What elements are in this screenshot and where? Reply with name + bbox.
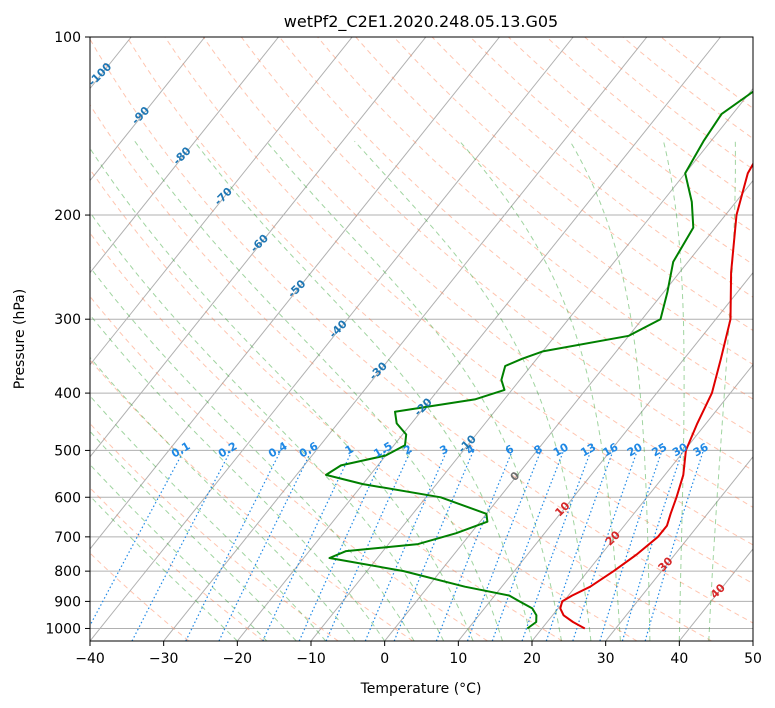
dry-adiabat-line (164, 37, 753, 546)
isotherm-line (90, 37, 206, 182)
mixing-ratio-line (90, 450, 185, 627)
isotherm-line (90, 37, 427, 458)
y-tick-label: 100 (54, 30, 81, 46)
x-tick-label: 50 (744, 651, 762, 667)
isotherm-line (310, 87, 753, 641)
moist-adiabat-line (90, 495, 238, 641)
y-tick-label: 700 (54, 530, 81, 546)
dry-adiabat-line (90, 232, 563, 641)
mixing-ratio-line (325, 450, 412, 641)
isotherm-line (457, 271, 753, 641)
tick-layer: −40 −30 −20 −10 0 10 20 30 40 50 100 200 300 400 500 60… (45, 30, 762, 667)
y-tick-label: 1000 (45, 621, 81, 637)
moist-adiabat-line (90, 430, 297, 641)
moist-adiabat-line (90, 266, 415, 641)
y-tick-label: 800 (54, 564, 81, 580)
y-axis-title: Pressure (hPa) (12, 289, 28, 389)
mixing-ratio-line (364, 450, 448, 641)
dry-adiabat-line (90, 38, 753, 624)
moist-adiabat-line (90, 211, 445, 641)
y-tick-label: 200 (54, 208, 81, 224)
moist-adiabat-line (354, 140, 592, 641)
dry-adiabat-line (240, 37, 753, 472)
mixing-ratio-line (572, 450, 638, 641)
y-tick-label: 600 (54, 490, 81, 506)
moist-adiabat-line (663, 141, 685, 641)
dry-adiabat-line (508, 37, 753, 233)
dry-adiabat-line (469, 37, 753, 266)
isotherm-line (384, 179, 753, 641)
x-axis-title: Temperature (°C) (360, 681, 482, 697)
mixing-ratio-line (644, 450, 704, 641)
mixing-ratio-line (621, 450, 684, 641)
dry-adiabat-line (90, 168, 638, 641)
moist-adiabat-line (265, 140, 562, 641)
dry-adiabat-line (546, 37, 753, 202)
dry-adiabat-line (126, 37, 753, 585)
data-layer (325, 90, 753, 630)
x-tick-label: 40 (670, 651, 688, 667)
dry-adiabat-line (317, 37, 753, 400)
isotherm-line (90, 37, 353, 366)
isotherm-line (531, 363, 753, 641)
x-tick-label: 0 (380, 651, 389, 667)
dry-adiabat-line (90, 422, 339, 641)
grid-layer (90, 37, 753, 641)
dry-adiabat-line (90, 295, 488, 641)
moist-adiabat-line (459, 140, 621, 641)
isotherm-line (90, 37, 500, 550)
moist-adiabat-line (90, 463, 268, 641)
moist-adiabat-line (569, 140, 651, 641)
isotherm-line (605, 456, 753, 641)
isotherm-line (163, 37, 648, 641)
y-tick-label: 400 (54, 386, 81, 402)
dewpoint-profile-line (325, 90, 753, 630)
temperature-profile-line (559, 162, 753, 630)
isotherm-line (236, 37, 721, 641)
mixing-ratio-line (599, 450, 663, 641)
y-tick-label: 900 (54, 594, 81, 610)
y-tick-label: 500 (54, 443, 81, 459)
x-tick-label: −20 (223, 651, 253, 667)
dry-adiabat-line (393, 37, 753, 332)
dry-adiabat-line (355, 37, 753, 366)
x-tick-label: −30 (149, 651, 179, 667)
isotherm-line (90, 37, 279, 274)
moist-adiabat-line (90, 356, 356, 641)
dry-adiabat-line (90, 104, 712, 641)
chart-title: wetPf2_C2E1.2020.248.05.13.G05 (284, 12, 558, 32)
moist-adiabat-line (90, 147, 474, 641)
mixing-ratio-line (545, 450, 614, 641)
isotherm-line (90, 37, 574, 641)
x-tick-label: 20 (523, 651, 541, 667)
x-tick-label: −40 (75, 651, 105, 667)
dry-adiabat-line (431, 37, 753, 298)
dry-adiabat-line (90, 487, 264, 641)
plot-frame (89, 36, 754, 642)
mixing-ratio-line (185, 450, 282, 641)
mixing-ratio-line (218, 450, 313, 641)
mixing-ratio-line (298, 450, 387, 641)
dry-adiabat-line (202, 37, 753, 508)
x-tick-label: −10 (296, 651, 326, 667)
mixing-ratio-line (521, 450, 592, 641)
moist-adiabat-line (708, 141, 736, 641)
mixing-ratio-line (262, 450, 353, 641)
mixing-ratio-line (491, 450, 565, 641)
y-tick-label: 300 (54, 312, 81, 328)
x-tick-label: 10 (449, 651, 467, 667)
x-tick-label: 30 (597, 651, 615, 667)
